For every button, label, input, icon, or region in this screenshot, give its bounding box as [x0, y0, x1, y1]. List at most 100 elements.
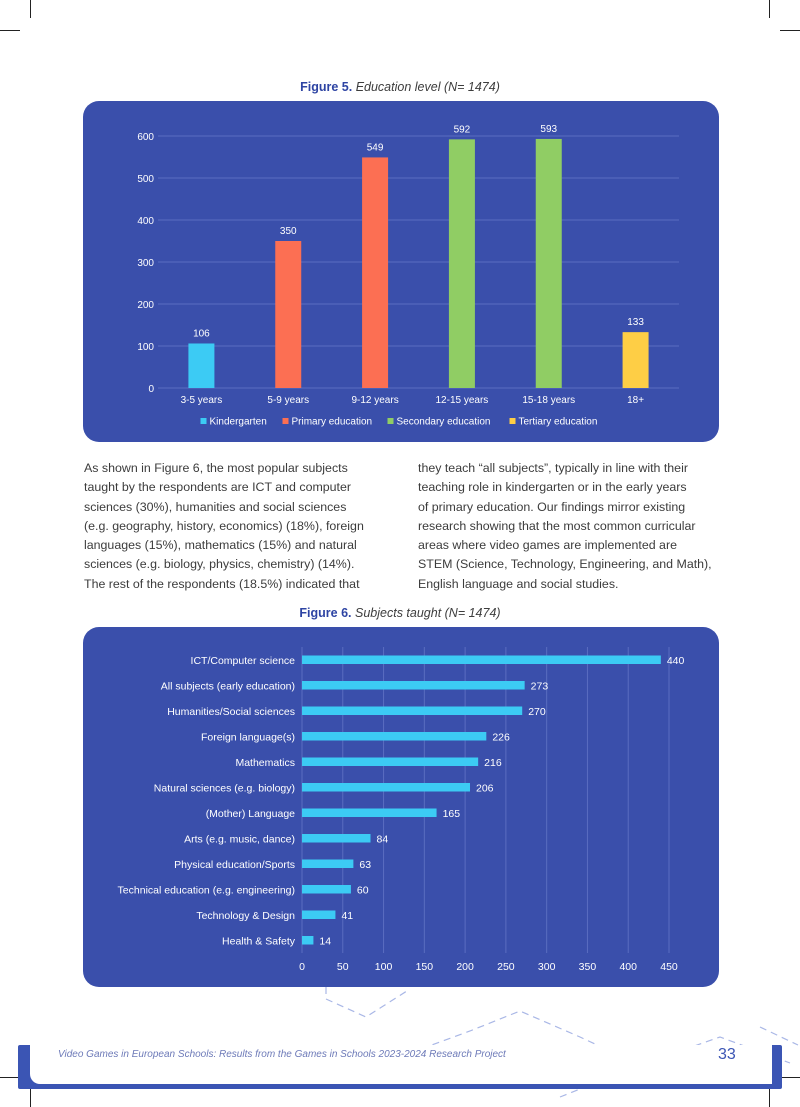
crop-mark	[30, 0, 31, 18]
education-level-chart: 0 100 200 300 400 500 600 106 3-5 years 350 5-9 ye…	[137, 124, 679, 428]
data-label: 593	[540, 124, 557, 135]
paragraph-line: The rest of the respondents (18.5%) indi…	[84, 576, 360, 591]
data-label: 350	[280, 226, 297, 237]
paragraph-line: (e.g. geography, history, economics) (18…	[84, 518, 364, 533]
paragraph-line: areas where video games are implemented …	[418, 538, 677, 553]
paragraph-line: STEM (Science, Technology, Engineering, …	[418, 557, 712, 572]
y-category-label: Physical education/Sports	[174, 859, 295, 871]
x-tick-label: 350	[579, 961, 597, 973]
paragraph-line: languages (15%), mathematics (15%) and n…	[84, 538, 357, 553]
subjects-taught-chart: 0 50 100 150 200 250 300 350 400 450 440 ICT/Comput…	[118, 647, 685, 973]
x-tick-label: 0	[299, 961, 305, 973]
bar	[302, 706, 523, 715]
x-tick-label: 150	[416, 961, 434, 973]
legend-label: Kindergarten	[210, 417, 267, 428]
bar	[275, 241, 302, 388]
data-label: 592	[454, 124, 471, 135]
x-tick-label: 12-15 years	[436, 395, 489, 406]
crop-mark	[780, 30, 800, 31]
crop-mark	[30, 1089, 31, 1107]
y-tick-label: 300	[137, 258, 154, 269]
x-tick-label: 450	[660, 961, 678, 973]
x-tick-label: 100	[375, 961, 393, 973]
y-category-label: Mathematics	[235, 757, 295, 769]
y-tick-label: 0	[148, 384, 154, 395]
data-label: 41	[341, 910, 353, 922]
bar	[302, 834, 371, 843]
y-category-label: Foreign language(s)	[201, 731, 295, 743]
data-label: 133	[627, 317, 644, 328]
y-category-label: Natural sciences (e.g. biology)	[154, 782, 295, 794]
paragraph-line: research showing that the most common cu…	[418, 518, 696, 533]
bar	[302, 859, 354, 868]
y-tick-label: 100	[137, 342, 154, 353]
data-label: 165	[443, 808, 461, 820]
bar	[302, 910, 336, 919]
legend-label: Tertiary education	[519, 417, 598, 428]
bar	[362, 157, 389, 388]
legend-swatch	[387, 418, 394, 424]
y-tick-label: 200	[137, 300, 154, 311]
bar	[302, 655, 661, 664]
paragraph-line: sciences (e.g. biology, physics, chemist…	[84, 557, 355, 572]
figure6-label: Figure 6.	[299, 606, 352, 620]
y-category-label: Technology & Design	[196, 910, 295, 922]
crop-mark	[769, 0, 770, 18]
bar	[622, 332, 649, 388]
data-label: 226	[492, 731, 510, 743]
bar	[302, 783, 471, 792]
figure5-title: Figure 5. Education level (N= 1474)	[0, 80, 800, 94]
page-number: 33	[718, 1046, 736, 1063]
y-tick-label: 500	[137, 174, 154, 185]
y-category-label: All subjects (early education)	[161, 680, 295, 692]
bar	[188, 343, 215, 388]
figure5-label: Figure 5.	[300, 80, 353, 94]
bar	[302, 936, 314, 945]
crop-mark	[769, 1089, 770, 1107]
figure6-caption: Subjects taught (N= 1474)	[355, 606, 501, 620]
legend-swatch	[509, 418, 516, 424]
footer-inner	[30, 1045, 772, 1084]
paragraph-line: As shown in Figure 6, the most popular s…	[84, 461, 348, 475]
crop-mark	[780, 1077, 800, 1078]
bar	[302, 808, 437, 817]
data-label: 63	[359, 859, 371, 871]
data-label: 206	[476, 782, 494, 794]
x-tick-label: 18+	[627, 395, 644, 406]
y-category-label: Arts (e.g. music, dance)	[184, 833, 295, 845]
paragraph-line: sciences (30%), humanities and social sc…	[84, 499, 347, 514]
data-label: 106	[193, 328, 210, 339]
figure5-chart-panel: 0 100 200 300 400 500 600 106 3-5 years 350 5-9 ye…	[83, 101, 719, 442]
figure5-caption: Education level (N= 1474)	[355, 80, 500, 94]
body-paragraph-right: they teach “all subjects”, typically in …	[418, 459, 718, 594]
bar	[302, 732, 487, 741]
paragraph-line: of primary education. Our findings mirro…	[418, 499, 686, 514]
x-tick-label: 300	[538, 961, 556, 973]
bar	[448, 139, 475, 388]
legend-label: Primary education	[292, 417, 373, 428]
x-tick-label: 9-12 years	[351, 395, 398, 406]
paragraph-line: teaching role in kindergarten or in the …	[418, 480, 687, 495]
x-tick-label: 250	[497, 961, 515, 973]
footer-text: Video Games in European Schools: Results…	[58, 1049, 506, 1060]
bar	[535, 138, 562, 388]
paragraph-line: English language and social studies.	[418, 576, 619, 591]
x-tick-label: 15-18 years	[522, 395, 575, 406]
figure6-title: Figure 6. Subjects taught (N= 1474)	[0, 606, 800, 620]
x-tick-label: 200	[456, 961, 474, 973]
data-label: 84	[377, 833, 389, 845]
paragraph-line: taught by the respondents are ICT and co…	[84, 480, 352, 495]
body-paragraph-left: As shown in Figure 6, the most popular s…	[84, 459, 384, 594]
legend-label: Secondary education	[397, 417, 491, 428]
bar	[302, 757, 479, 766]
legend-swatch	[282, 418, 289, 424]
y-category-label: ICT/Computer science	[191, 655, 296, 667]
data-label: 14	[319, 935, 331, 947]
x-tick-label: 50	[337, 961, 349, 973]
data-label: 273	[531, 680, 549, 692]
data-label: 440	[667, 655, 685, 667]
y-category-label: Technical education (e.g. engineering)	[118, 884, 295, 896]
data-label: 549	[367, 142, 384, 153]
crop-mark	[0, 1077, 20, 1078]
crop-mark	[0, 30, 20, 31]
